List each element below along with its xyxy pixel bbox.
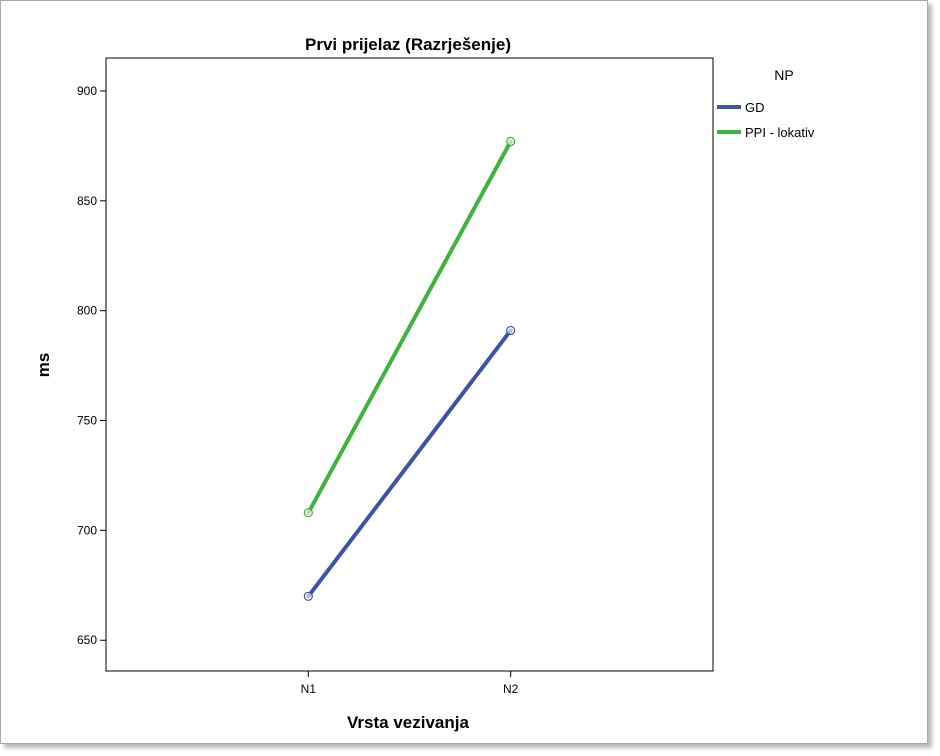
y-tick-label: 800 bbox=[77, 304, 97, 318]
chart-title: Prvi prijelaz (Razrješenje) bbox=[305, 35, 511, 54]
y-tick-label: 700 bbox=[77, 523, 97, 537]
data-point bbox=[506, 136, 516, 147]
x-tick-label: N1 bbox=[301, 682, 317, 696]
data-point bbox=[303, 508, 313, 518]
x-axis: N1 N2 bbox=[301, 671, 519, 696]
x-axis-title: Vrsta vezivanja bbox=[347, 713, 469, 732]
x-tick-label: N2 bbox=[503, 682, 519, 696]
y-tick-label: 750 bbox=[77, 414, 97, 428]
legend-label: PPI - lokativ bbox=[745, 125, 815, 140]
legend-label: GD bbox=[745, 100, 765, 115]
y-axis: 650 700 750 800 850 900 bbox=[77, 84, 106, 647]
chart-window: Prvi prijelaz (Razrješenje) 650 700 750 800… bbox=[0, 0, 928, 744]
chart: Prvi prijelaz (Razrješenje) 650 700 750 800… bbox=[34, 35, 815, 732]
series-line bbox=[306, 328, 513, 599]
series-line bbox=[306, 139, 513, 515]
data-point bbox=[303, 591, 313, 601]
y-tick-label: 900 bbox=[77, 84, 97, 98]
plot-area bbox=[105, 57, 714, 672]
data-point bbox=[506, 325, 516, 336]
series-layer bbox=[303, 136, 516, 601]
y-axis-title: ms bbox=[34, 353, 53, 378]
y-tick-label: 650 bbox=[77, 633, 97, 647]
y-tick-label: 850 bbox=[77, 194, 97, 208]
legend-title: NP bbox=[774, 67, 793, 83]
legend: NP GD PPI - lokativ bbox=[717, 67, 815, 140]
